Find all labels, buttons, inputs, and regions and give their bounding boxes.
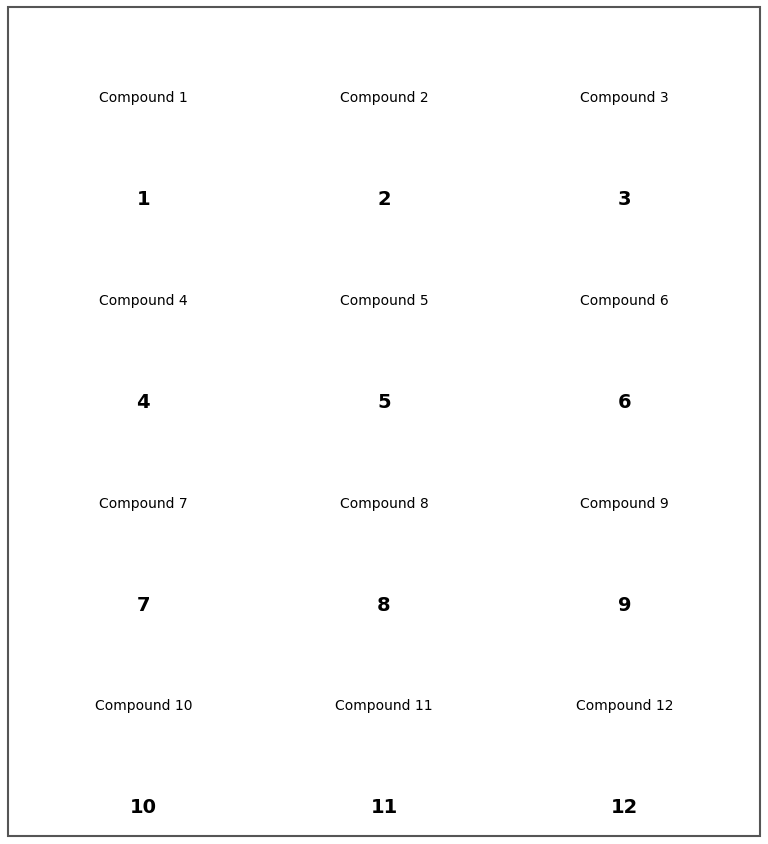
Text: Compound 6: Compound 6 xyxy=(581,294,669,307)
Text: 4: 4 xyxy=(137,392,151,411)
Text: 6: 6 xyxy=(617,392,631,411)
Text: 7: 7 xyxy=(137,595,150,614)
Text: 9: 9 xyxy=(618,595,631,614)
Text: 11: 11 xyxy=(370,798,398,816)
Text: Compound 2: Compound 2 xyxy=(339,91,429,105)
FancyBboxPatch shape xyxy=(8,8,760,836)
Text: Compound 11: Compound 11 xyxy=(335,699,433,712)
Text: 5: 5 xyxy=(377,392,391,411)
Text: 8: 8 xyxy=(377,595,391,614)
Text: Compound 3: Compound 3 xyxy=(581,91,669,105)
Text: 2: 2 xyxy=(377,190,391,208)
Text: 1: 1 xyxy=(137,190,151,208)
Text: Compound 1: Compound 1 xyxy=(99,91,187,105)
Text: Compound 7: Compound 7 xyxy=(99,496,187,510)
Text: Compound 10: Compound 10 xyxy=(94,699,192,712)
Text: Compound 9: Compound 9 xyxy=(581,496,669,510)
Text: 3: 3 xyxy=(618,190,631,208)
Text: Compound 12: Compound 12 xyxy=(576,699,674,712)
Text: 10: 10 xyxy=(130,798,157,816)
Text: Compound 4: Compound 4 xyxy=(99,294,187,307)
Text: Compound 8: Compound 8 xyxy=(339,496,429,510)
Text: 12: 12 xyxy=(611,798,638,816)
Text: Compound 5: Compound 5 xyxy=(339,294,429,307)
